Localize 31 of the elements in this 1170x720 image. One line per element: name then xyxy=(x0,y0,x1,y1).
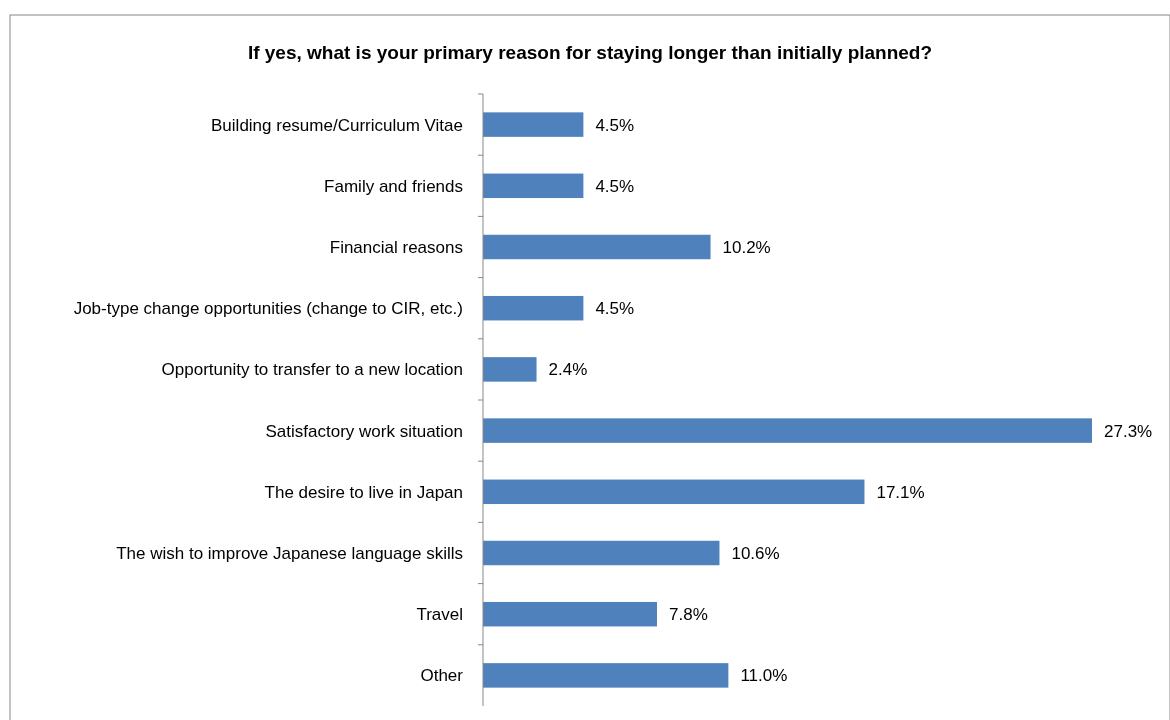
bar xyxy=(483,173,584,199)
bar xyxy=(483,418,1092,443)
data-label: 7.8% xyxy=(669,605,708,625)
y-tick-label: Satisfactory work situation xyxy=(265,421,463,441)
data-label: 27.3% xyxy=(1104,421,1153,441)
data-label: 4.5% xyxy=(595,115,635,135)
bar xyxy=(483,295,584,321)
y-tick-label: Job-type change opportunities (change to CIR, etc.) xyxy=(73,299,463,319)
y-tick-label: Other xyxy=(420,666,464,686)
y-tick-label: Travel xyxy=(416,605,463,625)
data-label: 10.6% xyxy=(731,543,780,563)
data-label: 4.5% xyxy=(595,176,635,196)
y-tick-label: Building resume/Curriculum Vitae xyxy=(211,115,463,135)
bar xyxy=(483,663,729,688)
data-label: 10.2% xyxy=(722,237,771,257)
data-label: 11.0% xyxy=(740,666,788,686)
bar xyxy=(483,112,584,137)
y-tick-label: Opportunity to transfer to a new location xyxy=(161,360,463,380)
bar xyxy=(483,601,657,627)
bar xyxy=(483,234,711,260)
bar xyxy=(483,357,537,382)
bar xyxy=(483,540,720,566)
y-tick-label: The wish to improve Japanese language skills xyxy=(116,543,463,563)
data-label: 2.4% xyxy=(548,360,588,380)
bar xyxy=(483,479,865,505)
data-label: 4.5% xyxy=(595,299,635,319)
y-tick-label: The desire to live in Japan xyxy=(264,482,463,502)
data-label: 17.1% xyxy=(876,482,925,502)
y-tick-label: Family and friends xyxy=(324,176,463,196)
y-tick-label: Financial reasons xyxy=(329,237,463,257)
chart-title: If yes, what is your primary reason for staying longer than initially planned? xyxy=(247,42,933,63)
